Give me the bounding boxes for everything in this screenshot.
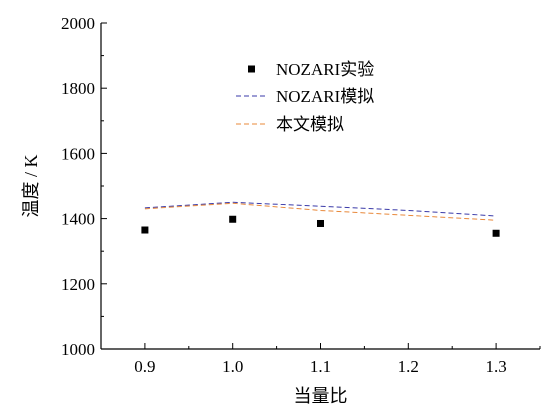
y-axis: 1000 1200 1400 1600 1800 2000 (61, 14, 107, 359)
x-tick-label: 0.9 (134, 357, 155, 376)
x-tick-label: 1.1 (310, 357, 331, 376)
y-tick-label: 1000 (61, 340, 95, 359)
y-axis-title: 温度 / K (21, 154, 41, 217)
legend-label-2: 本文模拟 (276, 115, 344, 134)
x-tick-label: 1.0 (222, 357, 243, 376)
series-line-1 (144, 201, 497, 217)
y-tick-label: 1600 (61, 144, 95, 163)
y-tick-label: 1200 (61, 275, 95, 294)
y-tick-label: 1400 (61, 210, 95, 229)
data-point (492, 229, 500, 237)
x-axis: 0.9 1.0 1.1 1.2 1.3 (100, 343, 541, 376)
data-point (317, 219, 324, 227)
legend-marker-0 (248, 65, 255, 73)
x-tick-label: 1.3 (485, 357, 506, 376)
legend-label-1: NOZARI模拟 (276, 87, 374, 106)
x-axis-title: 当量比 (294, 386, 348, 406)
legend-label-0: NOZARI实验 (276, 60, 374, 79)
data-point (141, 226, 149, 234)
y-tick-label: 1800 (61, 79, 95, 98)
data-point (229, 215, 237, 223)
x-tick-label: 1.2 (398, 357, 419, 376)
series-layer (141, 201, 500, 237)
y-tick-label: 2000 (61, 14, 95, 33)
series-line-2 (144, 202, 497, 221)
